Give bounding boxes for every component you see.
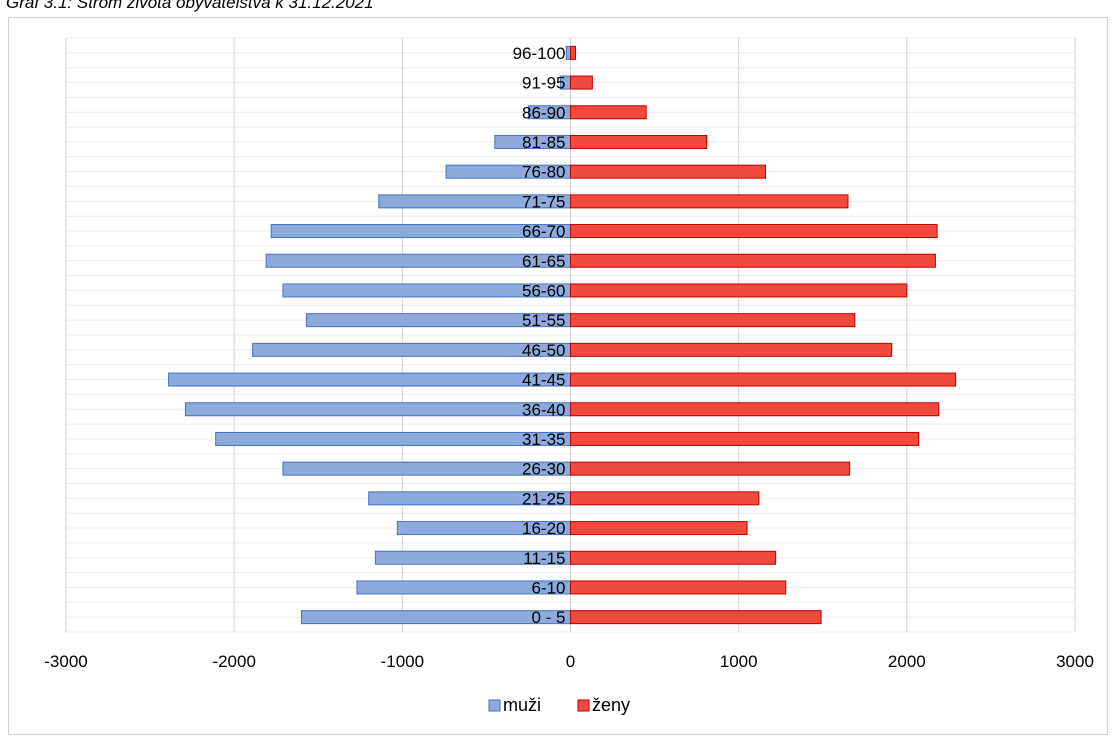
category-label: 6-10 <box>531 578 565 597</box>
bar-zeny-56-60 <box>570 283 908 298</box>
category-label: 16-20 <box>522 519 565 538</box>
bar-zeny-6-10 <box>570 580 787 595</box>
category-label: 46-50 <box>522 341 565 360</box>
category-label: 61-65 <box>522 252 565 271</box>
bar-zeny-16-20 <box>570 521 748 536</box>
bars <box>168 45 957 625</box>
category-label: 56-60 <box>522 281 565 300</box>
x-tick-label: -1000 <box>381 652 424 671</box>
bar-zeny-46-50 <box>570 342 893 357</box>
legend-swatch-zeny <box>577 699 590 712</box>
bar-zeny-76-80 <box>570 164 767 179</box>
x-tick-label: 2000 <box>888 652 926 671</box>
bar-zeny-41-45 <box>570 372 957 387</box>
category-label: 96-100 <box>513 44 566 63</box>
legend: muži ženy <box>488 695 630 715</box>
legend-label-zeny: ženy <box>592 695 630 715</box>
bar-zeny-51-55 <box>570 313 856 328</box>
category-label: 11-15 <box>523 549 565 568</box>
x-tick-labels: -3000 -2000 -1000 0 1000 2000 3000 <box>44 652 1094 671</box>
bar-muzi-41-45 <box>168 372 571 387</box>
x-tick-label: 1000 <box>720 652 758 671</box>
bar-zeny-21-25 <box>570 491 760 506</box>
bar-zeny-71-75 <box>570 194 849 209</box>
legend-label-muzi: muži <box>503 695 541 715</box>
category-label: 36-40 <box>522 400 565 419</box>
bar-zeny-36-40 <box>570 402 940 417</box>
x-tick-label: 3000 <box>1056 652 1094 671</box>
chart-frame <box>8 17 1108 735</box>
x-tick-label: -2000 <box>212 652 255 671</box>
bar-muzi-0-5 <box>300 610 571 625</box>
x-tick-label: 0 <box>566 652 575 671</box>
bar-muzi-36-40 <box>184 402 571 417</box>
category-label: 81-85 <box>522 133 565 152</box>
bar-zeny-81-85 <box>570 134 708 149</box>
bar-zeny-66-70 <box>570 224 938 239</box>
bar-zeny-26-30 <box>570 461 851 476</box>
category-labels: 0 - 5 6-10 11-15 16-20 21-25 26-30 31-35 36-40 4… <box>513 44 566 627</box>
bar-muzi-31-35 <box>215 431 571 446</box>
category-label: 76-80 <box>522 163 565 182</box>
legend-swatch-muzi <box>488 699 501 712</box>
bar-zeny-11-15 <box>570 550 777 565</box>
category-label: 86-90 <box>522 103 565 122</box>
category-label: 91-95 <box>522 74 565 93</box>
category-label: 31-35 <box>522 430 565 449</box>
category-label: 51-55 <box>522 311 565 330</box>
x-tick-label: -3000 <box>44 652 87 671</box>
category-label: 66-70 <box>522 222 565 241</box>
category-label: 71-75 <box>522 192 565 211</box>
bar-zeny-91-95 <box>570 75 593 90</box>
bar-zeny-31-35 <box>570 431 920 446</box>
category-label: 21-25 <box>522 489 565 508</box>
category-label: 41-45 <box>522 371 565 390</box>
chart-caption: Graf 3.1: Strom života obyvatelstva k 31… <box>6 0 374 12</box>
bar-muzi-96-100 <box>565 45 572 60</box>
bar-zeny-96-100 <box>570 45 577 60</box>
bar-zeny-86-90 <box>570 105 647 120</box>
bar-zeny-0-5 <box>570 610 822 625</box>
category-label: 26-30 <box>522 460 565 479</box>
category-label: 0 - 5 <box>531 608 565 627</box>
bar-zeny-61-65 <box>570 253 936 268</box>
